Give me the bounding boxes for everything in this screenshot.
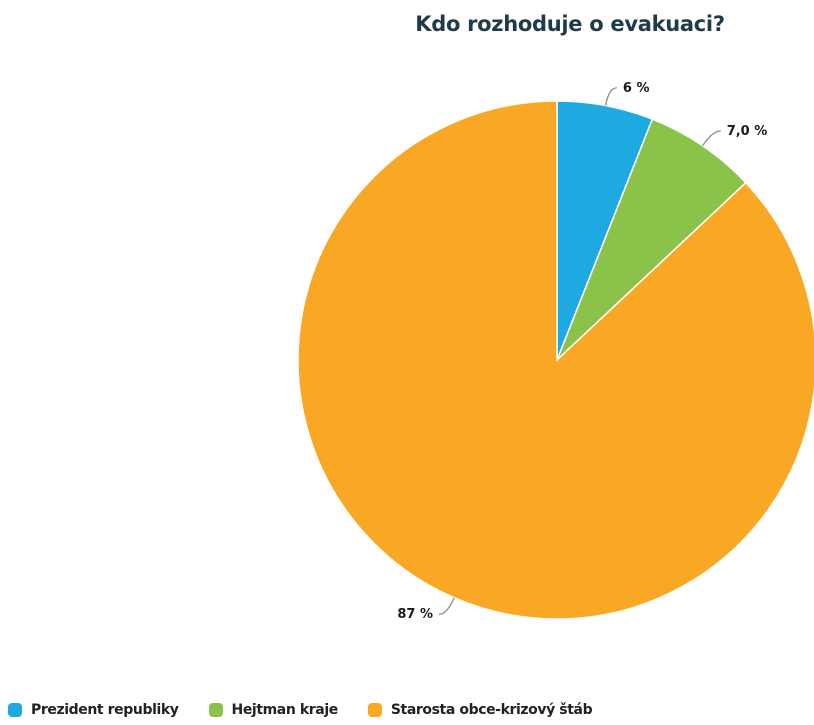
legend: Prezident republiky Hejtman kraje Staros… [8, 702, 622, 718]
pie-chart: 6 % 7,0 % 87 % [0, 0, 814, 700]
legend-label: Prezident republiky [31, 702, 179, 718]
slice-label-2: 87 % [397, 607, 433, 622]
legend-swatch [209, 703, 223, 717]
legend-item-starosta-obce-krizovy-stab[interactable]: Starosta obce-krizový štáb [368, 702, 592, 718]
legend-swatch [8, 703, 22, 717]
leader-line-0 [606, 88, 617, 106]
legend-swatch [368, 703, 382, 717]
slice-label-0: 6 % [623, 81, 650, 96]
slice-label-1: 7,0 % [727, 124, 768, 139]
legend-label: Hejtman kraje [232, 702, 338, 718]
pie-slices [298, 101, 814, 619]
legend-item-hejtman-kraje[interactable]: Hejtman kraje [209, 702, 338, 718]
leader-line-2 [439, 598, 454, 615]
legend-item-prezident-republiky[interactable]: Prezident republiky [8, 702, 179, 718]
leader-line-1 [703, 131, 721, 146]
legend-label: Starosta obce-krizový štáb [391, 702, 592, 718]
